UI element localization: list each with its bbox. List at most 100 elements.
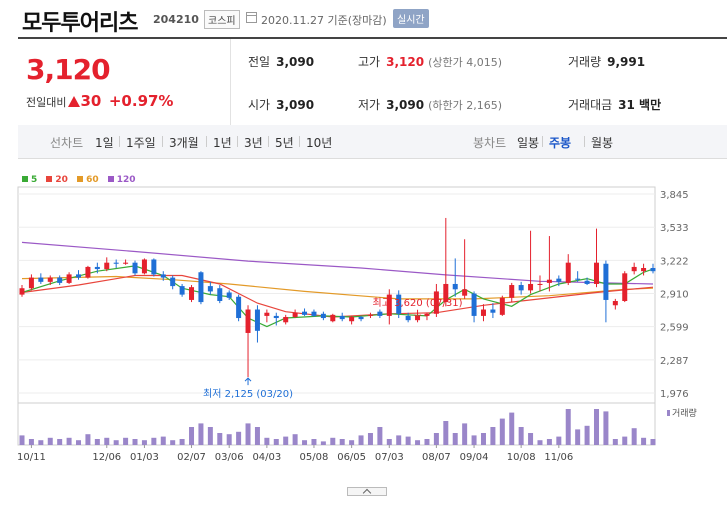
tab-1d[interactable]: 1일 [95, 136, 114, 150]
current-price: 3,120 [26, 53, 111, 86]
candle-body [575, 278, 581, 280]
volume-bar [452, 433, 458, 445]
candle-body [650, 267, 656, 272]
low-value: 3,090 [386, 98, 425, 112]
candle-body [57, 277, 63, 283]
candle-body [198, 272, 204, 303]
volume-bar [28, 439, 34, 445]
stock-name: 모두투어리츠 [22, 11, 138, 36]
candle-body [311, 311, 317, 316]
volume-bar [396, 435, 402, 445]
candle-body [141, 259, 147, 274]
collapse-chart-button[interactable] [347, 487, 387, 496]
volume-bar [292, 434, 298, 445]
x-tick-label: 10/08 [507, 452, 536, 463]
open-cell: 시가 3,090 [248, 96, 314, 113]
candle-body [556, 278, 562, 282]
tab-10y[interactable]: 10년 [306, 136, 333, 150]
volume-bar [226, 434, 232, 445]
prev-close-label: 전일 [248, 55, 271, 69]
candle-body [593, 262, 599, 284]
volume-bar [575, 429, 581, 445]
volume-bar [650, 439, 656, 445]
x-tick-label: 09/04 [460, 452, 489, 463]
high-annotation: 최고 3,620 (07/31) [373, 297, 463, 309]
y-tick-label: 3,533 [660, 223, 689, 234]
legend-swatch [107, 176, 114, 182]
low-label: 저가 [358, 98, 381, 112]
candle-body [349, 316, 355, 322]
volume-bar [603, 411, 609, 445]
volume-bar [641, 437, 647, 445]
tab-daily[interactable]: 일봉 [517, 136, 540, 150]
ma-legend: 5 20 60 120 [22, 175, 142, 185]
volume-bar [189, 427, 195, 445]
y-tick-label: 3,222 [660, 256, 689, 267]
tab-3m[interactable]: 3개월 [169, 136, 199, 150]
candle-body [94, 266, 100, 270]
volume-bar [132, 439, 138, 445]
volume-bar [443, 421, 449, 445]
candle-body [189, 287, 195, 300]
candle-body [160, 274, 166, 278]
volume-bar [349, 440, 355, 445]
candle-body [19, 288, 25, 295]
candle-body [452, 283, 458, 290]
volume-bar [386, 439, 392, 445]
candle-body [565, 262, 571, 283]
candle-body [424, 313, 430, 316]
candle-body [339, 315, 345, 320]
candle-body [377, 311, 383, 316]
open-value: 3,090 [276, 98, 315, 112]
x-tick-label: 05/08 [300, 452, 329, 463]
volume-bar [104, 437, 110, 445]
low-cell: 저가 3,090 (하한가 2,165) [358, 96, 502, 113]
candle-body [207, 286, 213, 292]
plot-frame [17, 186, 656, 446]
volume-bar [330, 437, 336, 445]
volume-bar [480, 433, 486, 445]
legend-ma120: 120 [107, 175, 136, 185]
realtime-button[interactable]: 실시간 [393, 9, 429, 28]
tab-divider [206, 136, 207, 147]
high-value: 3,120 [386, 55, 425, 69]
volume-bar [302, 440, 308, 445]
low-annotation: 최저 2,125 (03/20) [203, 388, 293, 400]
candle-body [433, 291, 439, 314]
tab-3y[interactable]: 3년 [244, 136, 263, 150]
chart-period-tabs: 선차트 1일 1주일 3개월 1년 3년 5년 10년 봉차트 일봉 주봉 월봉 [18, 125, 727, 159]
tab-5y[interactable]: 5년 [275, 136, 294, 150]
volume-bar [556, 436, 562, 445]
candle-body [226, 292, 232, 298]
volume-bar [565, 409, 571, 445]
candle-body [509, 285, 515, 298]
tab-1y[interactable]: 1년 [213, 136, 232, 150]
market-badge: 코스피 [204, 10, 240, 29]
x-tick-label: 12/06 [92, 452, 121, 463]
x-tick-label: 04/03 [252, 452, 281, 463]
volume-bar [179, 439, 185, 445]
tab-divider [237, 136, 238, 147]
volume-bar [612, 439, 618, 445]
candle-body [358, 316, 364, 320]
tab-monthly[interactable]: 월봉 [591, 136, 614, 150]
candle-body [151, 259, 157, 275]
candle-body [330, 314, 336, 322]
volume-bar [593, 409, 599, 445]
volume-bar [113, 440, 119, 445]
volume-value: 9,991 [607, 55, 646, 69]
current-price-box: 3,120 전일대비 30 +0.97% [18, 39, 231, 125]
line-chart-label: 선차트 [50, 136, 84, 150]
candle-body [132, 262, 138, 274]
volume-bar [528, 433, 534, 445]
candle-body [396, 294, 402, 314]
candle-body [622, 273, 628, 302]
change-percent: +0.97% [108, 92, 174, 110]
candle-body [603, 263, 609, 300]
tab-weekly[interactable]: 주봉 [549, 136, 572, 150]
volume-bar [151, 437, 157, 445]
candle-body [386, 294, 392, 316]
change-label: 전일대비 [26, 96, 67, 109]
candle-body [641, 267, 647, 272]
tab-1w[interactable]: 1주일 [126, 136, 156, 150]
